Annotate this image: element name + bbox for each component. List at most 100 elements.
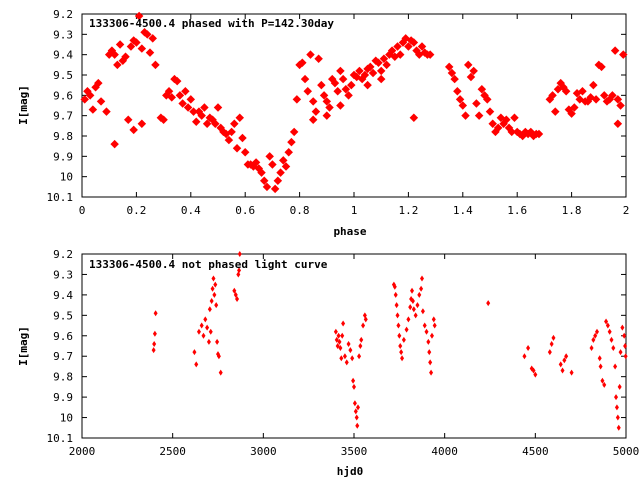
data-point xyxy=(477,84,487,94)
phased-plot-xlabel: phase xyxy=(333,225,366,238)
data-point xyxy=(622,332,627,339)
data-point xyxy=(533,371,538,378)
data-point xyxy=(319,91,329,100)
data-point xyxy=(281,162,291,171)
data-point xyxy=(178,99,187,108)
data-point xyxy=(279,156,288,165)
data-point xyxy=(607,328,612,335)
data-point xyxy=(409,38,419,47)
data-point xyxy=(547,349,552,356)
data-point xyxy=(300,74,310,84)
data-point xyxy=(308,115,318,124)
data-point xyxy=(183,103,193,112)
data-point xyxy=(614,394,619,401)
data-point xyxy=(197,111,206,120)
data-point xyxy=(564,353,569,360)
data-point xyxy=(210,285,215,292)
data-point xyxy=(376,66,386,76)
data-point xyxy=(428,359,433,366)
phased-plot-ylabel: I[mag] xyxy=(17,85,30,125)
data-point xyxy=(355,66,364,76)
data-point xyxy=(354,414,359,421)
data-point xyxy=(420,308,425,315)
data-point xyxy=(483,95,492,104)
data-point xyxy=(355,422,360,429)
data-point xyxy=(336,332,341,339)
data-point xyxy=(594,328,599,335)
data-point xyxy=(357,353,362,360)
data-point xyxy=(363,80,372,90)
data-point xyxy=(227,127,236,137)
y-tick-label: 9.4 xyxy=(53,289,73,302)
data-point xyxy=(317,80,326,90)
data-point xyxy=(450,74,459,84)
data-point xyxy=(207,306,212,313)
data-point xyxy=(202,119,212,129)
data-point xyxy=(145,48,155,57)
data-point xyxy=(322,97,332,106)
data-point xyxy=(216,353,221,360)
data-point xyxy=(605,322,610,329)
data-point xyxy=(413,312,418,319)
data-point xyxy=(342,353,347,360)
x-tick-label: 0.8 xyxy=(290,204,310,217)
data-point xyxy=(623,343,628,349)
data-point xyxy=(549,340,554,347)
data-point xyxy=(493,123,503,133)
y-tick-label: 9.2 xyxy=(53,8,73,21)
x-tick-label: 4000 xyxy=(431,445,458,458)
data-point xyxy=(359,336,364,343)
data-point xyxy=(417,291,422,298)
data-point xyxy=(623,353,628,360)
data-point xyxy=(427,349,432,356)
x-tick-label: 1.4 xyxy=(453,204,473,217)
data-point xyxy=(113,60,122,70)
data-point xyxy=(259,176,269,185)
data-point xyxy=(485,107,495,116)
data-point xyxy=(348,347,353,354)
data-point xyxy=(551,334,556,341)
data-point xyxy=(617,383,622,390)
data-point xyxy=(374,58,383,68)
data-point xyxy=(614,404,619,411)
data-point xyxy=(486,300,491,307)
data-point xyxy=(132,38,141,47)
data-point xyxy=(218,369,223,376)
data-point xyxy=(209,298,214,305)
data-point xyxy=(203,316,208,323)
data-point xyxy=(350,355,355,362)
data-point xyxy=(287,137,296,147)
data-point xyxy=(429,332,434,339)
data-point xyxy=(424,328,429,335)
y-tick-label: 9.8 xyxy=(53,130,73,143)
x-tick-label: 1 xyxy=(351,204,358,217)
data-point xyxy=(344,359,349,366)
data-point xyxy=(458,101,468,110)
data-point xyxy=(406,316,411,323)
data-point xyxy=(237,251,242,257)
data-point xyxy=(409,113,419,122)
data-point xyxy=(308,97,318,106)
data-point xyxy=(604,318,609,325)
data-point xyxy=(408,304,413,311)
data-point xyxy=(399,349,404,356)
data-point xyxy=(598,363,603,370)
phased-plot-title: 133306-4500.4 phased with P=142.30day xyxy=(89,17,334,30)
data-point xyxy=(398,343,403,349)
data-point xyxy=(148,34,157,43)
data-point xyxy=(609,336,614,343)
data-point xyxy=(616,424,621,431)
data-point xyxy=(251,158,261,167)
data-point xyxy=(194,361,199,368)
data-point xyxy=(355,404,360,411)
data-point xyxy=(311,107,321,116)
data-point xyxy=(102,107,111,116)
data-point xyxy=(526,345,531,352)
data-point xyxy=(455,95,465,104)
data-point xyxy=(447,68,457,78)
data-point xyxy=(152,330,157,337)
data-point xyxy=(510,113,519,122)
data-point xyxy=(569,369,574,376)
data-point xyxy=(235,295,240,302)
